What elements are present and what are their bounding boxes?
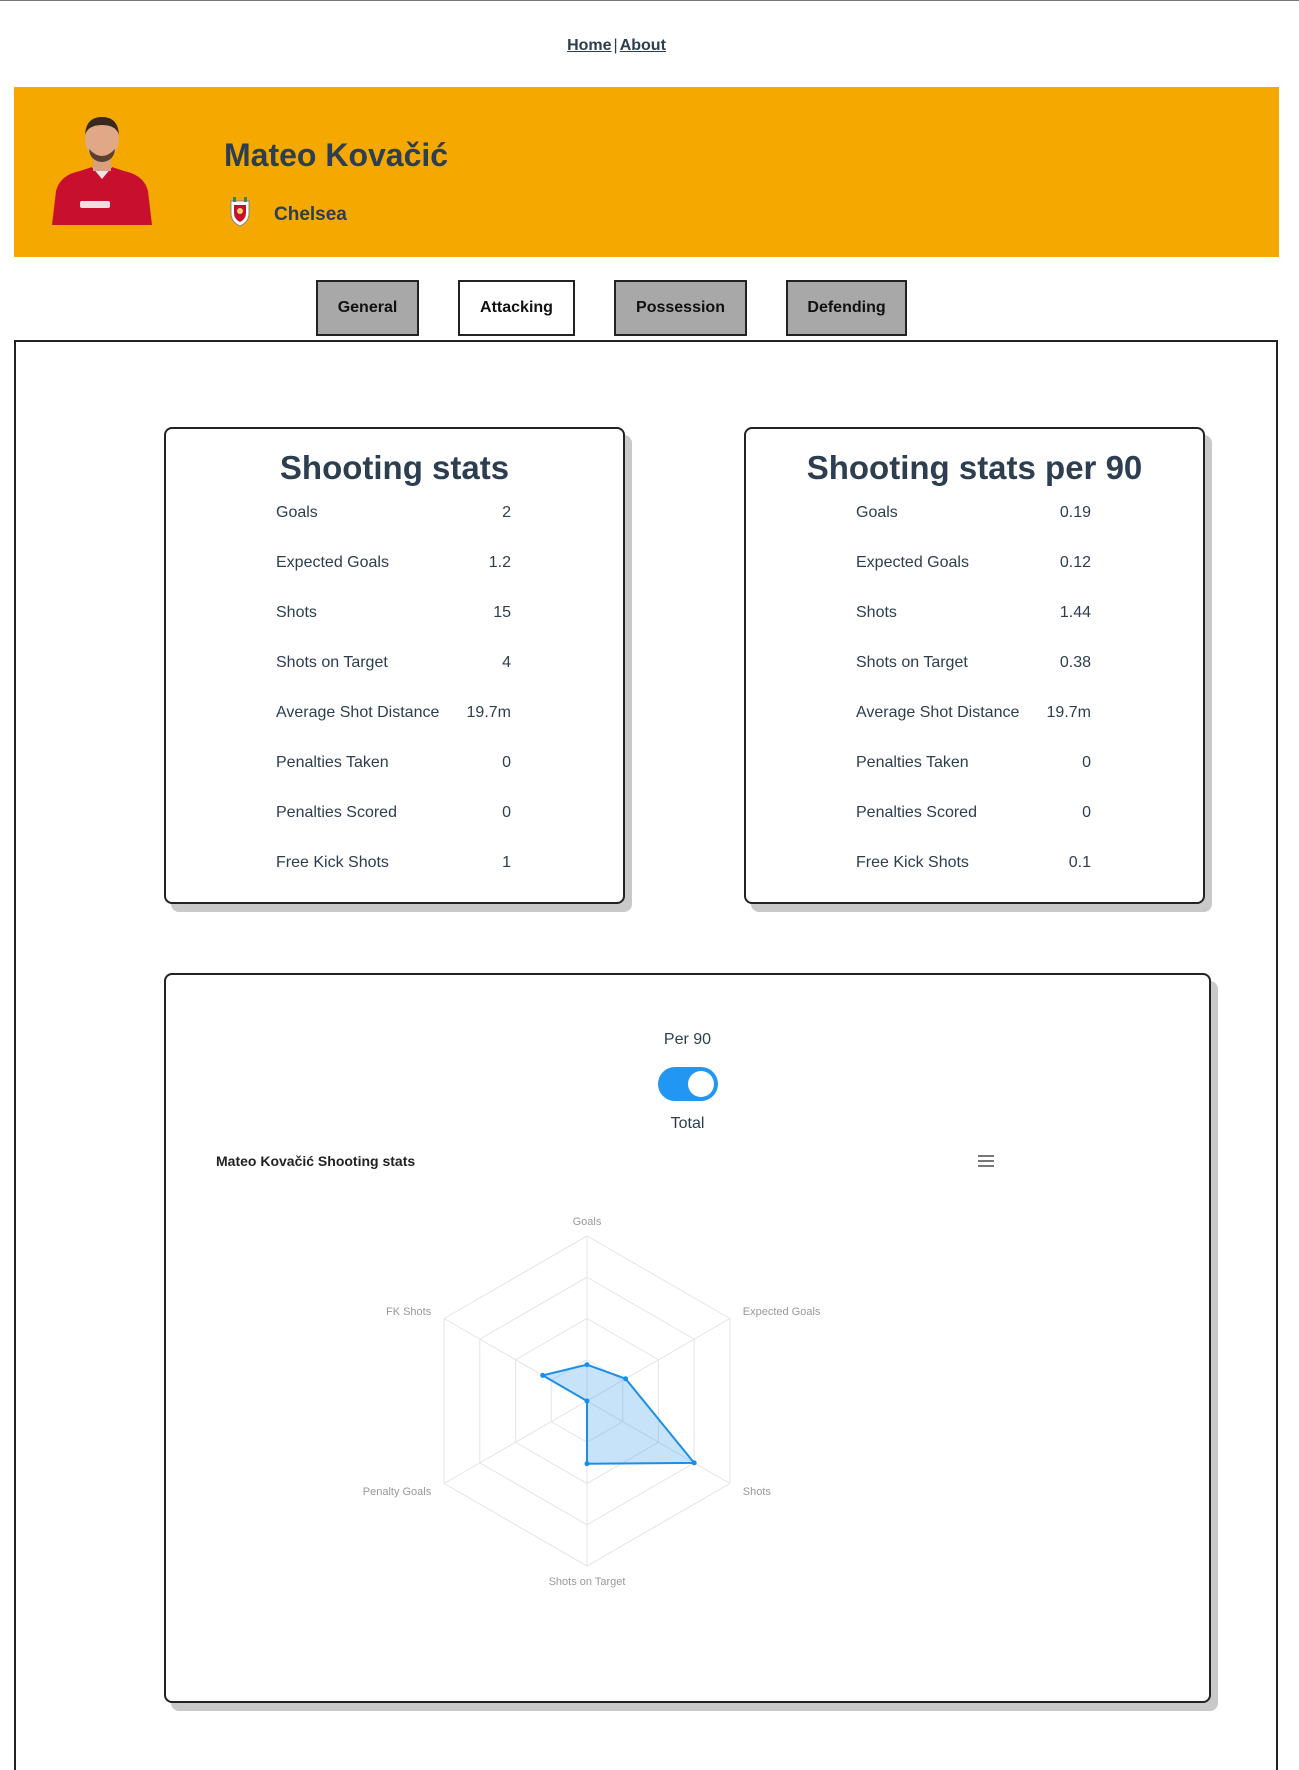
stat-row: Free Kick Shots 1 — [166, 854, 623, 876]
stat-value: 2 — [502, 504, 511, 521]
stat-per90-row: Goals 0.19 — [746, 504, 1203, 526]
stat-per90-value: 19.7m — [1046, 704, 1091, 721]
hamburger-menu-icon[interactable] — [978, 1155, 994, 1167]
stat-value: 4 — [502, 654, 511, 671]
radar-category-label: Shots on Target — [549, 1576, 626, 1588]
stat-row: Penalties Taken 0 — [166, 754, 623, 776]
stat-per90-row: Shots on Target 0.38 — [746, 654, 1203, 676]
stat-label: Shots — [276, 604, 317, 621]
radar-chart: Goals Expected Goals Shots Shots on Target P… — [363, 1216, 821, 1588]
shooting-chart-card: Per 90 Total Mateo Kovačić Shooting stat… — [164, 973, 1211, 1703]
stat-value: 19.7m — [466, 704, 511, 721]
stat-per90-value: 0.1 — [1068, 854, 1091, 871]
stat-row: Expected Goals 1.2 — [166, 554, 623, 576]
toggle-label-total: Total — [670, 1115, 705, 1132]
stat-label: Penalties Taken — [276, 754, 389, 771]
tab-general[interactable]: General — [316, 280, 419, 336]
radar-category-label: FK Shots — [386, 1306, 432, 1318]
stat-per90-label: Penalties Taken — [856, 754, 969, 771]
radar-category-label: Penalty Goals — [363, 1486, 432, 1498]
about-link[interactable]: About — [619, 37, 666, 54]
chart-title: Mateo Kovačić Shooting stats — [216, 1153, 416, 1169]
stat-value: 1.2 — [488, 554, 511, 571]
radar-data-point — [691, 1460, 697, 1466]
radar-data-point — [584, 1461, 590, 1467]
stat-per90-value: 1.44 — [1059, 604, 1091, 621]
stat-per90-row: Shots 1.44 — [746, 604, 1203, 626]
top-nav: Home | About — [0, 37, 1233, 55]
club-crest-icon — [230, 197, 250, 227]
stat-label: Expected Goals — [276, 554, 389, 571]
radar-data-point — [623, 1376, 629, 1382]
stat-row: Shots on Target 4 — [166, 654, 623, 676]
radar-series-area — [540, 1363, 697, 1465]
radar-axis-line — [443, 1400, 588, 1484]
toggle-label-per90: Per 90 — [663, 1031, 712, 1048]
home-link[interactable]: Home — [567, 37, 612, 54]
stat-row: Penalties Scored 0 — [166, 804, 623, 826]
stat-value: 0 — [502, 804, 511, 821]
stat-per90-label: Expected Goals — [856, 554, 969, 571]
radar-data-point — [584, 1362, 590, 1368]
shooting-stats-per90-card: Shooting stats per 90 Goals 0.19 Expected … — [744, 427, 1205, 904]
stat-per90-label: Shots — [856, 604, 897, 621]
tab-attacking[interactable]: Attacking — [458, 280, 575, 336]
nav-separator: | — [613, 37, 618, 54]
per90-total-toggle[interactable] — [658, 1067, 718, 1101]
stat-label: Average Shot Distance — [276, 704, 440, 721]
stat-row: Average Shot Distance 19.7m — [166, 704, 623, 726]
stat-label: Shots on Target — [276, 654, 388, 671]
stat-per90-value: 0.12 — [1059, 554, 1091, 571]
stat-per90-value: 0.19 — [1059, 504, 1091, 521]
toggle-knob — [688, 1071, 714, 1097]
stat-label: Free Kick Shots — [276, 854, 389, 871]
club-name: Chelsea — [274, 204, 347, 225]
radar-data-point — [584, 1398, 590, 1404]
stat-per90-row: Penalties Taken 0 — [746, 754, 1203, 776]
stat-label: Penalties Scored — [276, 804, 397, 821]
tab-content-panel — [14, 340, 1278, 1770]
stat-value: 0 — [502, 754, 511, 771]
radar-axis-line — [586, 1318, 731, 1402]
stat-row: Goals 2 — [166, 504, 623, 526]
stat-row: Shots 15 — [166, 604, 623, 626]
stat-per90-row: Expected Goals 0.12 — [746, 554, 1203, 576]
stat-value: 15 — [493, 604, 511, 621]
radar-data-point — [540, 1372, 546, 1378]
stat-label: Goals — [276, 504, 318, 521]
stat-per90-value: 0 — [1082, 804, 1091, 821]
stat-per90-row: Free Kick Shots 0.1 — [746, 854, 1203, 876]
player-photo — [52, 117, 152, 225]
stat-per90-row: Penalties Scored 0 — [746, 804, 1203, 826]
stat-per90-label: Goals — [856, 504, 898, 521]
tab-defending[interactable]: Defending — [786, 280, 907, 336]
stat-per90-value: 0.38 — [1059, 654, 1091, 671]
shooting-stats-title: Shooting stats — [279, 449, 510, 486]
stat-per90-row: Average Shot Distance 19.7m — [746, 704, 1203, 726]
radar-category-label: Goals — [573, 1216, 602, 1228]
radar-axis-line — [586, 1400, 731, 1484]
stat-per90-value: 0 — [1082, 754, 1091, 771]
stat-value: 1 — [502, 854, 511, 871]
radar-category-label: Shots — [743, 1486, 772, 1498]
stat-per90-label: Shots on Target — [856, 654, 968, 671]
stat-per90-label: Average Shot Distance — [856, 704, 1020, 721]
shooting-stats-card: Shooting stats Goals 2 Expected Goals 1.2 Sh… — [164, 427, 625, 904]
top-border — [0, 0, 1299, 1]
player-banner: Mateo Kovačić Chelsea — [14, 87, 1279, 257]
shooting-stats-per90-title: Shooting stats per 90 — [806, 449, 1143, 486]
tab-possession[interactable]: Possession — [614, 280, 747, 336]
stat-per90-label: Penalties Scored — [856, 804, 977, 821]
radar-category-label: Expected Goals — [743, 1306, 821, 1318]
stat-per90-label: Free Kick Shots — [856, 854, 969, 871]
player-name: Mateo Kovačić — [224, 137, 449, 173]
